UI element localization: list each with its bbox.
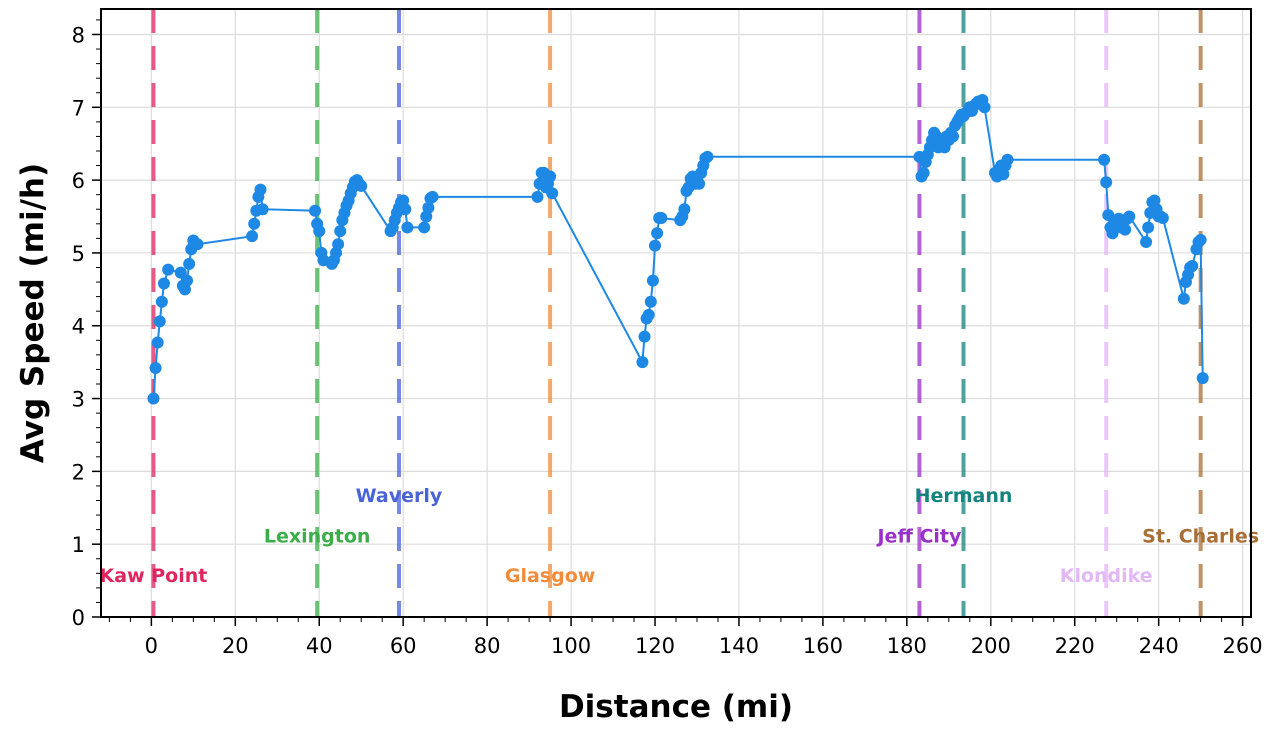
data-point xyxy=(678,203,691,216)
data-point xyxy=(254,183,267,196)
data-point xyxy=(1156,211,1169,224)
data-point xyxy=(1142,221,1155,234)
y-tick-label: 3 xyxy=(72,388,85,412)
data-point xyxy=(183,257,196,270)
data-point xyxy=(401,221,414,234)
x-tick-label: 160 xyxy=(803,634,843,658)
data-point xyxy=(162,263,175,276)
data-point xyxy=(1186,260,1199,273)
data-point xyxy=(422,201,435,214)
data-point xyxy=(978,101,991,114)
marker-label: Kaw Point xyxy=(100,565,208,587)
data-point xyxy=(1098,153,1111,166)
data-point xyxy=(644,295,657,308)
y-tick-label: 4 xyxy=(72,315,85,339)
x-tick-label: 220 xyxy=(1055,634,1095,658)
speed-series xyxy=(147,94,1209,405)
axes: 0 20 40 60 80 100 120 140 160 180 200 220 240 260 0 1 2 3… xyxy=(72,19,1263,658)
data-point xyxy=(191,238,204,251)
location-markers: Kaw Point Lexington Waverly Glasgow Jeff Cit… xyxy=(100,9,1259,617)
data-point xyxy=(947,130,960,143)
data-point xyxy=(418,221,431,234)
series-line xyxy=(152,97,1204,399)
data-point xyxy=(334,225,347,238)
marker-label: Waverly xyxy=(356,485,443,507)
y-tick-label: 6 xyxy=(72,169,85,193)
x-tick-label: 0 xyxy=(145,634,158,658)
y-tick-label: 7 xyxy=(72,96,85,120)
x-tick-label: 120 xyxy=(635,634,675,658)
data-point xyxy=(309,204,322,217)
x-axis-title: Distance (mi) xyxy=(559,689,793,725)
data-point xyxy=(1140,236,1153,249)
data-point xyxy=(693,177,706,190)
data-point xyxy=(248,217,261,230)
data-point xyxy=(546,187,559,200)
data-point xyxy=(256,203,269,216)
x-tick-label: 60 xyxy=(390,634,417,658)
data-point xyxy=(1001,153,1014,166)
data-point xyxy=(646,274,659,287)
data-point xyxy=(332,238,345,251)
data-point xyxy=(1106,227,1119,240)
marker-label: Jeff City xyxy=(875,526,962,548)
data-point xyxy=(1100,176,1113,189)
data-point xyxy=(531,190,544,203)
marker-label: St. Charles xyxy=(1142,526,1259,548)
data-point xyxy=(1196,372,1209,385)
x-tick-label: 200 xyxy=(971,634,1011,658)
data-point xyxy=(651,227,664,240)
x-tick-label: 40 xyxy=(306,634,333,658)
marker-label: Lexington xyxy=(264,526,371,548)
data-point xyxy=(157,277,170,290)
data-point xyxy=(246,230,259,243)
x-tick-label: 260 xyxy=(1223,634,1263,658)
data-point xyxy=(355,179,368,192)
x-tick-label: 180 xyxy=(887,634,927,658)
data-point xyxy=(1119,223,1132,236)
data-point xyxy=(638,330,651,343)
y-tick-label: 1 xyxy=(72,533,85,557)
y-tick-label: 8 xyxy=(72,23,85,47)
data-point xyxy=(1194,233,1207,246)
y-axis-title: Avg Speed (mi/h) xyxy=(15,163,51,463)
y-tick-label: 2 xyxy=(72,460,85,484)
data-point xyxy=(399,203,412,216)
data-point xyxy=(636,356,649,369)
data-point xyxy=(149,361,162,374)
data-point xyxy=(151,336,164,349)
data-point xyxy=(426,190,439,203)
data-point xyxy=(1123,210,1136,223)
data-point xyxy=(153,315,166,328)
x-tick-label: 100 xyxy=(551,634,591,658)
data-point xyxy=(649,239,662,252)
data-point xyxy=(155,295,168,308)
x-tick-label: 20 xyxy=(222,634,249,658)
marker-label: Glasgow xyxy=(505,565,595,587)
x-tick-label: 240 xyxy=(1139,634,1179,658)
data-point xyxy=(544,170,557,183)
y-tick-label: 0 xyxy=(72,606,85,630)
grid xyxy=(101,9,1251,618)
data-point xyxy=(313,225,326,238)
y-tick-label: 5 xyxy=(72,242,85,266)
data-point xyxy=(642,308,655,321)
data-point xyxy=(917,166,930,179)
data-point xyxy=(655,211,668,224)
data-point xyxy=(181,274,194,287)
x-tick-label: 140 xyxy=(719,634,759,658)
data-point xyxy=(147,392,160,405)
marker-label: Klondike xyxy=(1060,565,1153,587)
x-tick-label: 80 xyxy=(474,634,501,658)
marker-label: Hermann xyxy=(915,485,1013,507)
data-point xyxy=(701,150,714,163)
data-point xyxy=(1177,292,1190,305)
